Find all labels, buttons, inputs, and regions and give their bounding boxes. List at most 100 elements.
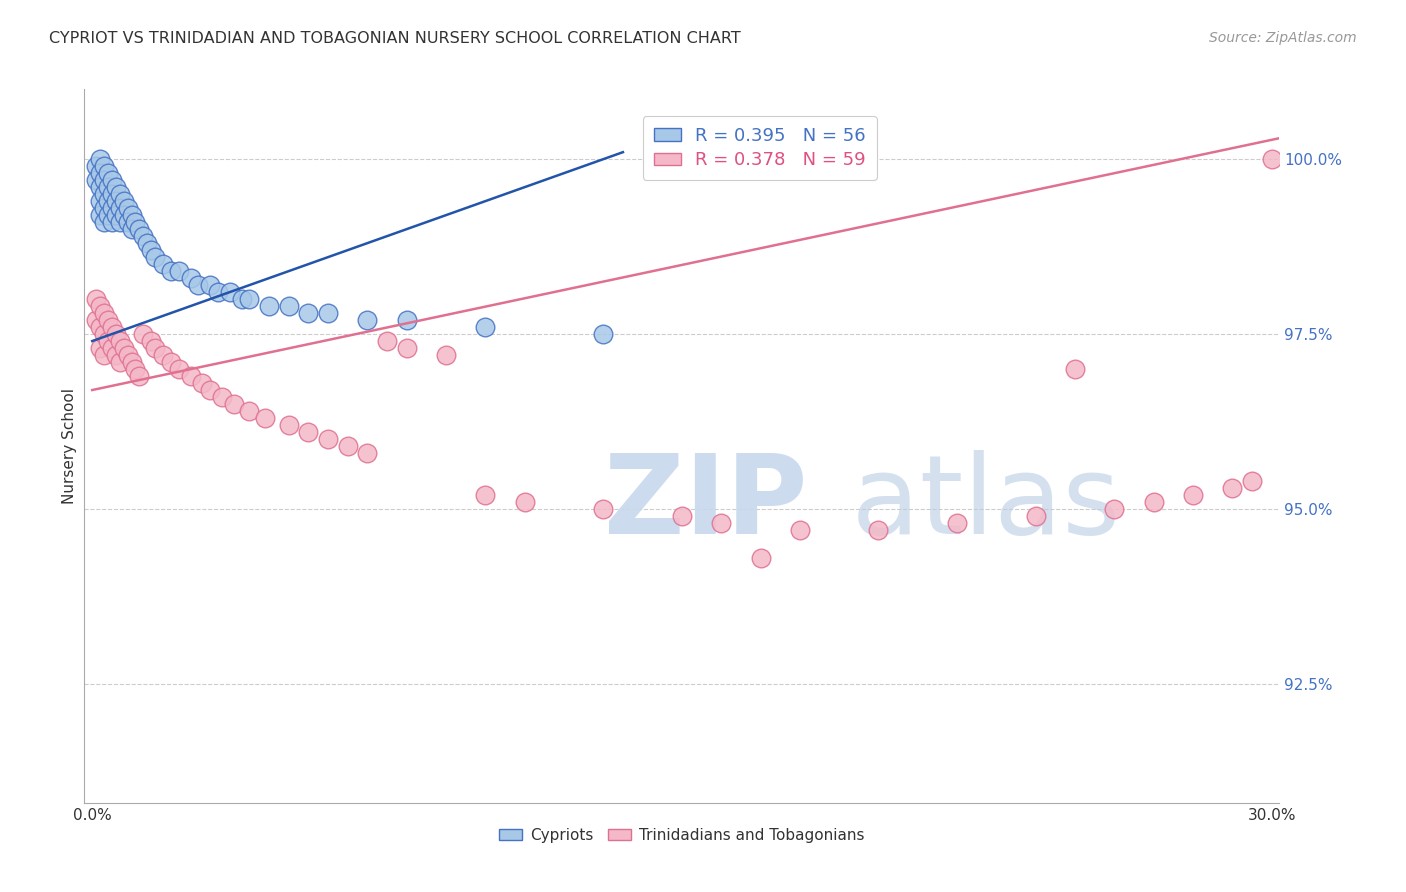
Point <box>124 362 146 376</box>
Point <box>117 201 139 215</box>
Point <box>93 201 115 215</box>
Point <box>474 320 496 334</box>
Point <box>316 432 339 446</box>
Text: atlas: atlas <box>605 450 1121 557</box>
Point <box>97 208 120 222</box>
Point <box>128 369 150 384</box>
Point <box>152 257 174 271</box>
Point <box>93 187 115 202</box>
Point <box>946 516 969 530</box>
Point <box>1240 474 1263 488</box>
Point <box>97 313 120 327</box>
Point <box>117 348 139 362</box>
Point <box>671 508 693 523</box>
Point <box>132 327 155 342</box>
Point <box>198 278 221 293</box>
Point <box>1025 508 1047 523</box>
Point <box>198 383 221 397</box>
Point <box>101 320 124 334</box>
Text: CYPRIOT VS TRINIDADIAN AND TOBAGONIAN NURSERY SCHOOL CORRELATION CHART: CYPRIOT VS TRINIDADIAN AND TOBAGONIAN NU… <box>49 31 741 46</box>
Point <box>167 362 190 376</box>
Point <box>152 348 174 362</box>
Point <box>97 194 120 208</box>
Point <box>1104 502 1126 516</box>
Point <box>136 236 159 251</box>
Point <box>89 152 111 166</box>
Point <box>356 313 378 327</box>
Point <box>89 166 111 180</box>
Point <box>112 341 135 355</box>
Point <box>124 215 146 229</box>
Point <box>84 173 107 187</box>
Point <box>395 313 418 327</box>
Point <box>141 334 163 348</box>
Text: Source: ZipAtlas.com: Source: ZipAtlas.com <box>1209 31 1357 45</box>
Point <box>1143 495 1166 509</box>
Point <box>108 355 131 369</box>
Point <box>238 292 260 306</box>
Point <box>868 523 890 537</box>
Legend: Cypriots, Trinidadians and Tobagonians: Cypriots, Trinidadians and Tobagonians <box>494 822 870 848</box>
Point <box>167 264 190 278</box>
Point <box>179 271 201 285</box>
Point <box>513 495 536 509</box>
Point <box>336 439 359 453</box>
Point <box>160 264 183 278</box>
Point <box>1181 488 1204 502</box>
Point <box>218 285 240 299</box>
Y-axis label: Nursery School: Nursery School <box>62 388 77 504</box>
Point <box>749 550 772 565</box>
Point <box>231 292 253 306</box>
Point <box>117 215 139 229</box>
Point <box>97 180 120 194</box>
Point <box>89 341 111 355</box>
Point <box>297 425 319 439</box>
Point <box>254 411 277 425</box>
Point <box>104 180 127 194</box>
Point <box>207 285 229 299</box>
Point <box>1064 362 1087 376</box>
Point <box>97 334 120 348</box>
Point <box>101 215 124 229</box>
Point <box>710 516 733 530</box>
Point <box>84 313 107 327</box>
Point <box>84 292 107 306</box>
Point <box>316 306 339 320</box>
Point <box>160 355 183 369</box>
Point <box>191 376 214 390</box>
Point <box>297 306 319 320</box>
Point <box>143 341 166 355</box>
Point <box>211 390 233 404</box>
Point <box>121 208 143 222</box>
Point <box>101 341 124 355</box>
Point <box>89 194 111 208</box>
Point <box>97 166 120 180</box>
Point <box>238 404 260 418</box>
Point <box>592 502 614 516</box>
Point <box>93 327 115 342</box>
Point <box>93 348 115 362</box>
Point <box>89 180 111 194</box>
Point <box>434 348 457 362</box>
Point <box>104 348 127 362</box>
Point <box>93 215 115 229</box>
Point <box>93 173 115 187</box>
Point <box>112 208 135 222</box>
Point <box>187 278 209 293</box>
Point <box>108 201 131 215</box>
Point <box>132 229 155 244</box>
Point <box>356 446 378 460</box>
Point <box>93 306 115 320</box>
Point <box>277 299 299 313</box>
Point <box>108 215 131 229</box>
Point <box>104 194 127 208</box>
Point <box>1260 152 1282 166</box>
Point <box>112 194 135 208</box>
Point <box>179 369 201 384</box>
Point <box>141 243 163 257</box>
Text: ZIP: ZIP <box>605 450 807 557</box>
Point <box>89 208 111 222</box>
Point <box>143 250 166 264</box>
Point <box>101 173 124 187</box>
Point <box>257 299 280 313</box>
